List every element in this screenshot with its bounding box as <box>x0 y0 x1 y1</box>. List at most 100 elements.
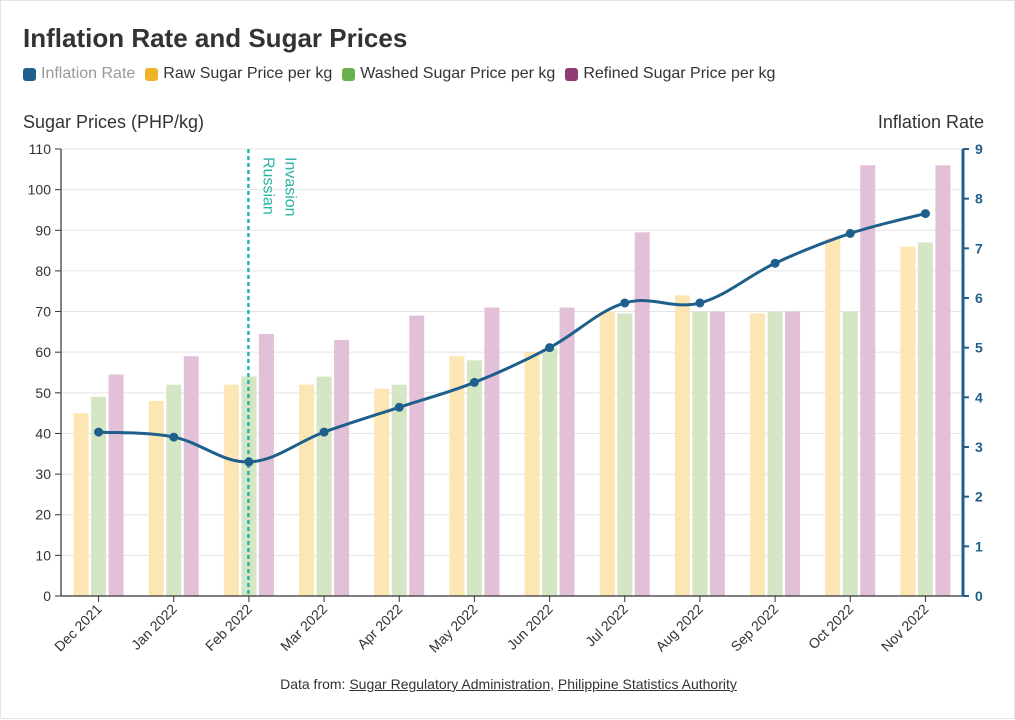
y-left-tick-label: 60 <box>35 344 51 360</box>
bar-raw-sugar-price-per-kg <box>374 388 390 596</box>
y-left-tick-label: 70 <box>35 304 51 320</box>
y-right-tick-label: 9 <box>975 141 983 157</box>
bar-washed-sugar-price-per-kg <box>917 242 933 597</box>
bar-washed-sugar-price-per-kg <box>542 348 558 596</box>
bar-refined-sugar-price-per-kg <box>709 311 725 596</box>
bar-refined-sugar-price-per-kg <box>409 315 425 596</box>
x-tick-label: Nov 2022 <box>878 601 932 655</box>
x-tick-label: Aug 2022 <box>652 601 706 655</box>
bar-refined-sugar-price-per-kg <box>108 374 124 596</box>
y-right-tick-label: 7 <box>975 240 983 256</box>
inflation-point <box>545 343 555 353</box>
bar-washed-sugar-price-per-kg <box>91 396 107 596</box>
inflation-point <box>469 377 479 387</box>
y-right-tick-label: 2 <box>975 489 983 505</box>
source-link-sra[interactable]: Sugar Regulatory Administration <box>349 676 551 692</box>
y-right-tick-label: 6 <box>975 290 983 306</box>
bar-refined-sugar-price-per-kg <box>183 356 199 596</box>
y-left-tick-label: 50 <box>35 385 51 401</box>
bar-washed-sugar-price-per-kg <box>842 311 858 596</box>
inflation-point <box>394 402 404 412</box>
chart-title: Inflation Rate and Sugar Prices <box>23 23 408 53</box>
legend-swatch <box>23 67 36 81</box>
y-left-tick-label: 40 <box>35 425 51 441</box>
legend: Inflation Rate Raw Sugar Price per kg Wash… <box>23 65 785 83</box>
x-tick-label: May 2022 <box>426 601 481 656</box>
bar-raw-sugar-price-per-kg <box>750 313 766 596</box>
x-tick-label: Jul 2022 <box>582 601 631 650</box>
x-tick-label: Dec 2021 <box>51 601 105 655</box>
inflation-point <box>695 298 705 308</box>
bar-washed-sugar-price-per-kg <box>466 360 482 596</box>
bar-raw-sugar-price-per-kg <box>148 400 164 596</box>
x-tick-label: Jun 2022 <box>504 601 556 653</box>
y-right-tick-label: 8 <box>975 191 983 207</box>
bar-raw-sugar-price-per-kg <box>299 384 315 596</box>
y-left-tick-label: 20 <box>35 507 51 523</box>
legend-label: Washed Sugar Price per kg <box>360 65 556 82</box>
inflation-point <box>94 427 104 437</box>
inflation-point <box>845 228 855 238</box>
inflation-point <box>169 432 179 442</box>
bar-refined-sugar-price-per-kg <box>258 333 274 596</box>
footer-separator: , <box>550 676 558 692</box>
x-tick-label: Jan 2022 <box>128 601 180 653</box>
bar-raw-sugar-price-per-kg <box>674 295 690 596</box>
footer-prefix: Data from: <box>280 676 350 692</box>
inflation-point <box>319 427 329 437</box>
legend-label: Inflation Rate <box>41 65 136 82</box>
y-right-axis-title: Inflation Rate <box>877 112 984 132</box>
bar-refined-sugar-price-per-kg <box>785 311 801 596</box>
y-right-tick-label: 0 <box>975 588 983 604</box>
y-left-tick-label: 100 <box>28 182 52 198</box>
bar-refined-sugar-price-per-kg <box>935 165 951 596</box>
legend-item-3[interactable]: Refined Sugar Price per kg <box>565 65 775 83</box>
y-left-tick-label: 0 <box>43 588 51 604</box>
y-left-tick-label: 10 <box>35 547 51 563</box>
y-left-tick-label: 90 <box>35 222 51 238</box>
y-left-axis-title: Sugar Prices (PHP/kg) <box>23 112 205 132</box>
x-tick-label: Apr 2022 <box>354 601 406 653</box>
legend-item-0[interactable]: Inflation Rate <box>23 65 135 83</box>
legend-label: Raw Sugar Price per kg <box>163 65 333 82</box>
y-right-tick-label: 3 <box>975 439 983 455</box>
bar-refined-sugar-price-per-kg <box>484 307 500 596</box>
bar-washed-sugar-price-per-kg <box>391 384 407 596</box>
inflation-point <box>620 298 630 308</box>
bar-washed-sugar-price-per-kg <box>316 376 332 596</box>
bar-washed-sugar-price-per-kg <box>692 311 708 596</box>
bar-refined-sugar-price-per-kg <box>559 307 575 596</box>
bar-raw-sugar-price-per-kg <box>599 311 615 596</box>
bar-raw-sugar-price-per-kg <box>524 352 540 596</box>
x-tick-label: Feb 2022 <box>202 601 255 654</box>
y-right-tick-label: 1 <box>975 538 983 554</box>
legend-item-2[interactable]: Washed Sugar Price per kg <box>342 65 555 83</box>
inflation-point <box>770 258 780 268</box>
bar-refined-sugar-price-per-kg <box>860 165 876 596</box>
bar-raw-sugar-price-per-kg <box>73 413 89 596</box>
y-left-tick-label: 80 <box>35 263 51 279</box>
y-right-tick-label: 4 <box>975 389 983 405</box>
x-tick-label: Mar 2022 <box>277 601 330 654</box>
bar-washed-sugar-price-per-kg <box>767 311 783 596</box>
annotation-label: Invasion <box>281 157 298 217</box>
legend-swatch <box>342 67 356 81</box>
bar-washed-sugar-price-per-kg <box>166 384 182 596</box>
legend-label: Refined Sugar Price per kg <box>583 65 776 82</box>
bar-raw-sugar-price-per-kg <box>900 246 916 596</box>
y-right-tick-label: 5 <box>975 340 983 356</box>
source-link-psa[interactable]: Philippine Statistics Authority <box>557 676 737 692</box>
legend-item-1[interactable]: Raw Sugar Price per kg <box>145 65 332 83</box>
bar-washed-sugar-price-per-kg <box>617 313 633 596</box>
bar-refined-sugar-price-per-kg <box>634 232 650 596</box>
footer-source: Data from: Sugar Regulatory Administrati… <box>1 676 1015 692</box>
inflation-point <box>244 457 254 467</box>
x-tick-label: Oct 2022 <box>805 601 857 653</box>
bar-raw-sugar-price-per-kg <box>449 356 465 596</box>
x-tick-label: Sep 2022 <box>727 601 781 655</box>
inflation-line <box>98 212 926 464</box>
annotation-label: Russian <box>259 157 276 215</box>
y-left-tick-label: 110 <box>29 141 52 157</box>
